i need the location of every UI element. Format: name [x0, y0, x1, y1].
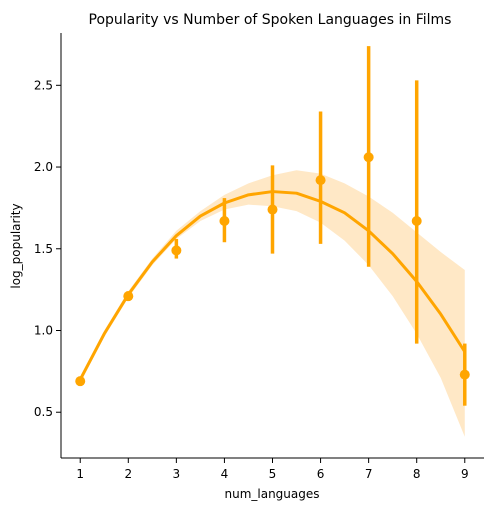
y-axis-label: log_popularity — [9, 203, 23, 288]
x-ticks: 1 2 3 4 5 6 7 8 9 — [76, 458, 468, 481]
data-point-1 — [75, 376, 85, 386]
data-point-6 — [316, 175, 326, 185]
data-point-2 — [123, 291, 133, 301]
x-tick-label-1: 1 — [76, 467, 84, 481]
x-axis-label: num_languages — [224, 487, 319, 501]
x-tick-label-2: 2 — [124, 467, 132, 481]
x-tick-label-4: 4 — [221, 467, 229, 481]
data-point-3 — [171, 245, 181, 255]
data-point-5 — [268, 205, 278, 215]
data-point-9 — [460, 370, 470, 380]
y-tick-label-3: 2.0 — [34, 160, 53, 174]
x-tick-label-8: 8 — [413, 467, 421, 481]
y-tick-label-2: 1.5 — [34, 242, 53, 256]
data-point-4 — [219, 216, 229, 226]
chart-title: Popularity vs Number of Spoken Languages… — [89, 12, 452, 28]
y-tick-label-1: 1.0 — [34, 324, 53, 338]
x-tick-label-3: 3 — [173, 467, 181, 481]
y-tick-label-0: 0.5 — [34, 405, 53, 419]
y-tick-label-4: 2.5 — [34, 78, 53, 92]
x-tick-label-5: 5 — [269, 467, 277, 481]
x-tick-label-7: 7 — [365, 467, 373, 481]
data-point-8 — [412, 216, 422, 226]
x-tick-label-6: 6 — [317, 467, 325, 481]
data-point-7 — [364, 152, 374, 162]
y-ticks: 0.5 1.0 1.5 2.0 2.5 — [34, 78, 61, 419]
error-bars — [128, 46, 464, 406]
x-tick-label-9: 9 — [461, 467, 469, 481]
